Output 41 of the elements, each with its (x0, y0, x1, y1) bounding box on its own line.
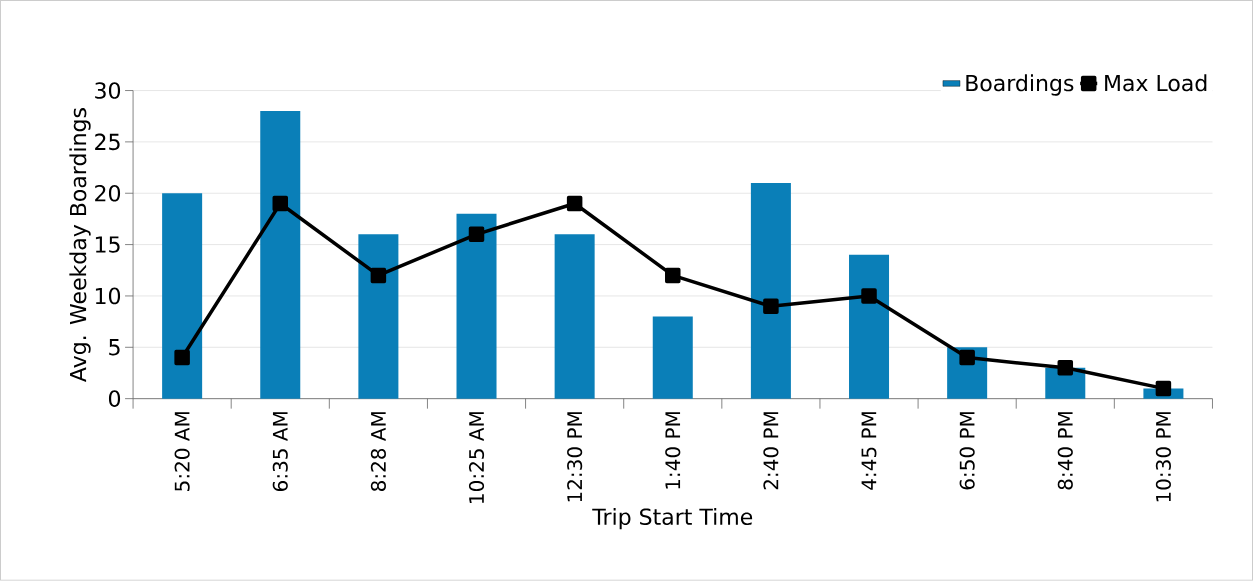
point (763, 298, 779, 315)
x-tick-label: 6:35 AM (272, 412, 288, 492)
legend-label: Boardings (966, 74, 1074, 96)
x-tick-label: 5:20 AM (174, 412, 190, 492)
x-tick-label: 10:30 PM (1155, 412, 1171, 502)
x-axis-title: Trip Start Time (592, 508, 753, 530)
point (1155, 380, 1172, 397)
point (468, 226, 485, 243)
bar (456, 213, 497, 399)
bar (652, 316, 693, 399)
x-tick-label: 2:40 PM (763, 412, 779, 490)
x-tick-label: 1:40 PM (665, 412, 681, 489)
point (174, 349, 190, 366)
y-tick-label: 20 (95, 185, 121, 202)
y-tick-label: 10 (95, 287, 121, 305)
y-tick-label: 25 (95, 133, 120, 151)
bar (554, 234, 595, 399)
point (566, 195, 583, 212)
x-tick-label: 8:28 AM (370, 412, 386, 492)
y-tick-label: 15 (95, 236, 120, 253)
bar (260, 111, 301, 399)
bar (358, 234, 399, 399)
x-tick-label: 8:40 PM (1057, 412, 1073, 490)
point (959, 349, 975, 366)
x-tick-label: 6:50 PM (959, 412, 975, 490)
point (272, 195, 289, 212)
y-axis-title: Avg. Weekday Boardings (69, 108, 91, 383)
y-tick-label: 30 (95, 82, 121, 99)
point (1057, 360, 1074, 376)
x-tick-label: 12:30 PM (567, 412, 583, 502)
point (861, 288, 877, 304)
bar (750, 183, 791, 399)
x-tick-label: 4:45 PM (861, 412, 877, 490)
bar (849, 255, 890, 399)
x-tick-label: 10:25 AM (468, 412, 485, 504)
bar (162, 193, 203, 399)
point (370, 267, 387, 284)
legend-label: Max Load (1105, 74, 1207, 92)
y-tick-label: 5 (109, 339, 120, 356)
y-tick-label: 0 (108, 390, 121, 408)
point (665, 267, 681, 284)
